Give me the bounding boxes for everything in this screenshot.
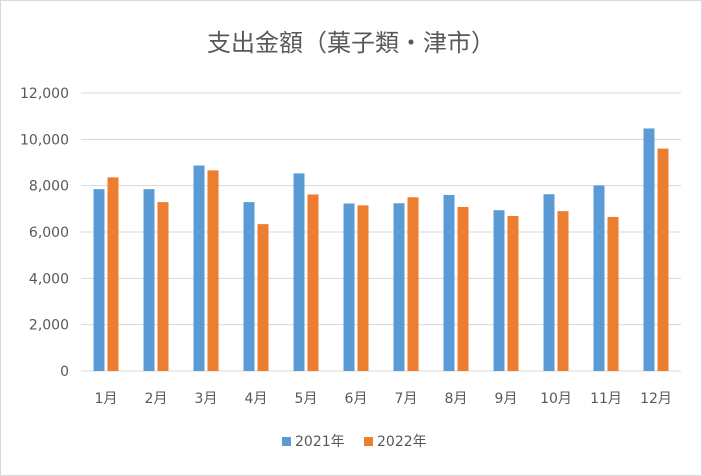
x-tick-label: 5月 (295, 391, 318, 407)
x-tick-label: 7月 (395, 391, 418, 407)
legend-label-2: 2022年 (377, 434, 427, 450)
legend-swatch-2 (364, 437, 373, 446)
bar-series2-5 (307, 194, 319, 371)
x-tick-label: 6月 (345, 391, 368, 407)
bar-series2-8 (457, 206, 469, 371)
x-tick-label: 2月 (145, 391, 168, 407)
bar-series2-9 (507, 216, 519, 371)
x-tick-label: 9月 (495, 391, 518, 407)
bar-series1-1 (93, 189, 105, 371)
bar-series2-2 (157, 202, 169, 371)
legend-label-1: 2021年 (295, 434, 345, 450)
bar-series2-7 (407, 197, 419, 371)
x-tick-label: 4月 (245, 391, 268, 407)
y-tick-label: 8,000 (29, 179, 69, 195)
bar-series1-12 (643, 128, 655, 371)
bar-series1-3 (193, 165, 205, 371)
chart-title: 支出金額（菓子類・津市） (207, 29, 495, 57)
bar-series1-4 (243, 202, 255, 371)
x-tick-label: 11月 (590, 391, 622, 407)
bar-series1-10 (543, 194, 555, 371)
bar-series1-6 (343, 203, 355, 371)
x-tick-label: 10月 (540, 391, 572, 407)
bar-series1-7 (393, 203, 405, 371)
legend-swatch-1 (282, 437, 291, 446)
bar-series2-3 (207, 170, 219, 371)
bar-series1-5 (293, 173, 305, 371)
bar-series1-8 (443, 194, 455, 371)
bar-series1-2 (143, 189, 155, 371)
y-tick-label: 12,000 (20, 86, 69, 102)
y-tick-label: 2,000 (29, 318, 69, 334)
x-tick-label: 1月 (95, 391, 118, 407)
bar-series1-9 (493, 210, 505, 371)
x-tick-label: 8月 (445, 391, 468, 407)
y-axis-tick-labels: 0 2,000 4,000 6,000 8,000 10,000 12,000 (20, 86, 69, 380)
bar-series2-10 (557, 211, 569, 371)
bar-series2-1 (107, 177, 119, 371)
y-tick-label: 4,000 (29, 271, 69, 287)
y-tick-label: 10,000 (20, 132, 69, 148)
x-tick-label: 12月 (640, 391, 672, 407)
bar-series2-12 (657, 148, 669, 371)
y-tick-label: 6,000 (29, 225, 69, 241)
gridlines (81, 92, 681, 372)
bar-series2-11 (607, 216, 619, 371)
x-tick-label: 3月 (195, 391, 218, 407)
y-tick-label: 0 (60, 364, 69, 380)
bar-series2-6 (357, 205, 369, 371)
x-axis-tick-labels: 1月 2月 3月 4月 5月 6月 7月 8月 9月 10月 11月 12月 (95, 391, 672, 407)
bar-series1-11 (593, 185, 605, 371)
bar-series2-4 (257, 224, 269, 371)
legend: 2021年 2022年 (282, 434, 427, 450)
bars (93, 128, 669, 371)
